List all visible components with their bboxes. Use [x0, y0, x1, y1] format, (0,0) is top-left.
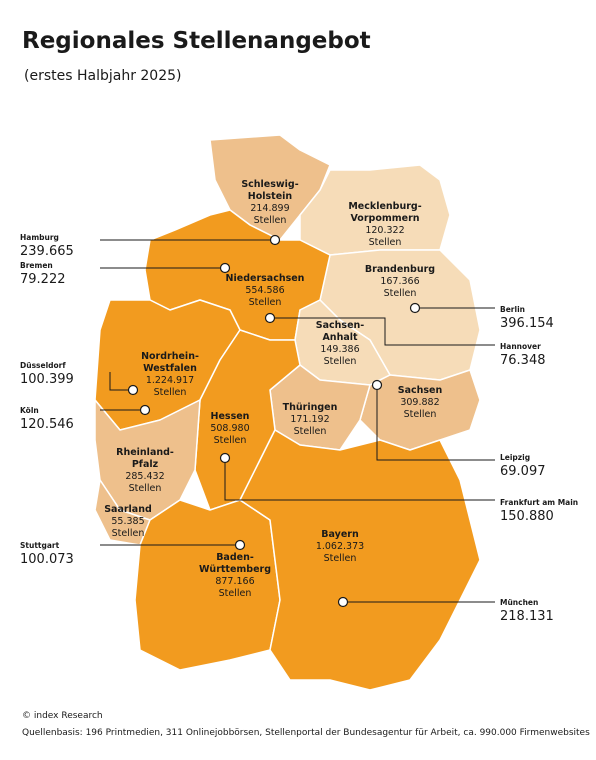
city-value: 396.154: [500, 316, 554, 331]
state-name: Niedersachsen: [226, 273, 305, 284]
city-value: 150.880: [500, 509, 554, 524]
region: [134, 499, 281, 671]
state-unit: Stellen: [129, 483, 162, 494]
state-name: Nordrhein-: [141, 351, 199, 362]
state-unit: Stellen: [294, 426, 327, 437]
state-value: 877.166: [215, 576, 254, 587]
state-unit: Stellen: [404, 409, 437, 420]
city-name: Hannover: [500, 342, 541, 351]
city-name: Berlin: [500, 305, 525, 314]
copyright: © index Research: [22, 711, 103, 721]
city-name: München: [500, 598, 538, 607]
state-name: Westfalen: [143, 363, 197, 374]
state-name: Anhalt: [322, 332, 358, 343]
marker: [219, 452, 231, 464]
state-value: 149.386: [320, 344, 359, 355]
state-value: 214.899: [250, 203, 289, 214]
city-value: 69.097: [500, 464, 546, 479]
state-unit: Stellen: [214, 435, 247, 446]
city-name: Düsseldorf: [20, 361, 66, 370]
city-value: 120.546: [20, 417, 74, 432]
state-value: 508.980: [210, 423, 249, 434]
marker: [234, 539, 246, 551]
marker: [371, 379, 383, 391]
state-name: Saarland: [104, 504, 152, 515]
city-value: 79.222: [20, 272, 66, 287]
state-name: Holstein: [248, 191, 293, 202]
state-value: 55.385: [111, 516, 144, 527]
state-name: Baden-: [216, 552, 254, 563]
state-unit: Stellen: [384, 288, 417, 299]
leader: [109, 372, 133, 391]
marker: [269, 234, 281, 246]
city-value: 218.131: [500, 609, 554, 624]
state-name: Schleswig-: [241, 179, 298, 190]
state-name: Vorpommern: [350, 213, 419, 224]
city-name: Köln: [20, 406, 39, 415]
city-markers: [127, 234, 421, 608]
leader-lines: [100, 239, 495, 603]
leader: [376, 385, 495, 461]
state-name: Mecklenburg-: [348, 201, 421, 212]
region: [359, 369, 481, 451]
city-value: 100.073: [20, 552, 74, 567]
state-name: Sachsen: [398, 385, 443, 396]
region: [239, 429, 481, 691]
state-name: Bayern: [321, 529, 359, 540]
state-value: 171.192: [290, 414, 329, 425]
state-value: 309.882: [400, 397, 439, 408]
marker: [264, 312, 276, 324]
city-value: 100.399: [20, 372, 74, 387]
state-unit: Stellen: [154, 387, 187, 398]
marker: [127, 384, 139, 396]
state-unit: Stellen: [324, 553, 357, 564]
map: [94, 134, 481, 691]
city-name: Stuttgart: [20, 541, 60, 550]
city-value: 239.665: [20, 244, 74, 259]
state-name: Brandenburg: [365, 264, 435, 275]
state-value: 167.366: [380, 276, 419, 287]
state-name: Pfalz: [132, 459, 159, 470]
state-name: Sachsen-: [316, 320, 365, 331]
marker: [219, 262, 231, 274]
city-name: Hamburg: [20, 233, 59, 242]
city-name: Leipzig: [500, 453, 530, 462]
city-name: Frankfurt am Main: [500, 498, 578, 507]
state-value: 1.224.917: [146, 375, 194, 386]
source: Quellenbasis: 196 Printmedien, 311 Onlin…: [22, 728, 590, 738]
state-value: 554.586: [245, 285, 284, 296]
city-name: Bremen: [20, 261, 53, 270]
state-unit: Stellen: [112, 528, 145, 539]
state-name: Hessen: [211, 411, 250, 422]
state-name: Württemberg: [199, 564, 271, 575]
state-unit: Stellen: [324, 356, 357, 367]
state-unit: Stellen: [249, 297, 282, 308]
marker: [139, 404, 151, 416]
leader: [224, 458, 495, 501]
city-value: 76.348: [500, 353, 546, 368]
state-unit: Stellen: [219, 588, 252, 599]
state-value: 285.432: [125, 471, 164, 482]
state-name: Thüringen: [283, 402, 338, 413]
title: Regionales Stellenangebot: [22, 28, 371, 54]
marker: [337, 596, 349, 608]
state-value: 120.322: [365, 225, 404, 236]
state-name: Rheinland-: [116, 447, 174, 458]
leader: [270, 317, 495, 346]
state-value: 1.062.373: [316, 541, 364, 552]
state-unit: Stellen: [369, 237, 402, 248]
marker: [409, 302, 421, 314]
subtitle: (erstes Halbjahr 2025): [24, 68, 182, 84]
state-unit: Stellen: [254, 215, 287, 226]
